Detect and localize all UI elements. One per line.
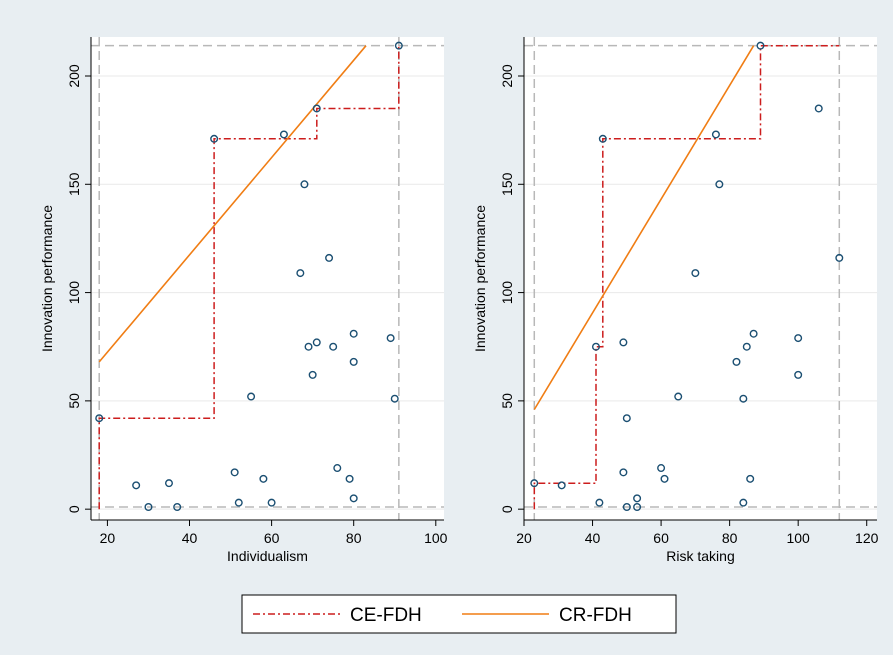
data-point [333, 464, 342, 473]
data-point [660, 474, 669, 483]
data-point [386, 334, 395, 343]
data-point [230, 468, 239, 477]
data-point [732, 357, 741, 366]
ce-fdh-line [98, 45, 400, 510]
ce-fdh-line [533, 44, 840, 510]
x-axis-title: Individualism [227, 548, 308, 564]
data-point [619, 338, 628, 347]
data-point [622, 503, 631, 512]
data-point [164, 479, 173, 488]
data-point [739, 498, 748, 507]
data-point [247, 392, 256, 401]
data-point [691, 269, 700, 278]
plot-area [524, 37, 877, 520]
data-point [756, 41, 765, 50]
x-tick-label: 60 [264, 530, 280, 546]
data-point [349, 494, 358, 503]
data-point [312, 338, 321, 347]
data-point [742, 342, 751, 351]
data-point [794, 334, 803, 343]
data-point [95, 414, 104, 423]
data-point [300, 180, 309, 189]
legend-label-2: CR-FDH [559, 605, 632, 626]
y-tick-label: 0 [499, 505, 515, 513]
x-tick-label: 80 [722, 530, 738, 546]
data-point [746, 474, 755, 483]
y-axis-title: Innovation performance [472, 205, 488, 352]
data-point [530, 479, 539, 488]
data-point [390, 394, 399, 403]
legend: CE-FDH CR-FDH [241, 594, 677, 634]
data-point [657, 464, 666, 473]
data-point [794, 370, 803, 379]
y-tick-label: 0 [66, 505, 82, 513]
data-point [173, 503, 182, 512]
y-tick-label: 100 [66, 281, 82, 305]
data-point [132, 481, 141, 490]
data-point [711, 130, 720, 139]
data-point [259, 474, 268, 483]
data-point [633, 494, 642, 503]
plot-area [91, 37, 444, 520]
y-tick-label: 50 [66, 393, 82, 409]
data-point [674, 392, 683, 401]
data-point [349, 357, 358, 366]
y-tick-label: 200 [499, 64, 515, 88]
y-axis-title: Innovation performance [39, 205, 55, 352]
data-point [633, 503, 642, 512]
data-point [739, 394, 748, 403]
data-point [591, 342, 600, 351]
data-point [814, 104, 823, 113]
x-tick-label: 80 [346, 530, 362, 546]
legend-label-1: CE-FDH [350, 605, 422, 626]
data-point [394, 41, 403, 50]
x-tick-label: 100 [786, 530, 810, 546]
data-point [312, 104, 321, 113]
data-point [349, 329, 358, 338]
chart-panel-2: 0 50 100 150 200 20 40 60 80 100 120 Risk taking Inn… [472, 37, 879, 564]
y-tick-label: 150 [499, 172, 515, 196]
y-tick-label: 50 [499, 393, 515, 409]
data-point [267, 498, 276, 507]
data-point [622, 414, 631, 423]
data-point [345, 474, 354, 483]
data-point [296, 269, 305, 278]
x-tick-label: 20 [516, 530, 532, 546]
x-tick-label: 40 [182, 530, 198, 546]
data-point [234, 498, 243, 507]
data-point [144, 503, 153, 512]
x-tick-label: 60 [653, 530, 669, 546]
x-tick-label: 100 [424, 530, 448, 546]
cr-fdh-line [98, 45, 367, 363]
data-point [304, 342, 313, 351]
x-tick-label: 120 [855, 530, 879, 546]
chart-panel-1: 0 50 100 150 200 20 40 60 80 100 Individualism Inno… [39, 37, 448, 564]
x-tick-label: 20 [100, 530, 116, 546]
data-point [619, 468, 628, 477]
data-point [715, 180, 724, 189]
data-point [325, 253, 334, 262]
cr-fdh-line [533, 45, 755, 410]
data-point [210, 134, 219, 143]
data-point [749, 329, 758, 338]
x-axis-title: Risk taking [666, 548, 734, 564]
data-point [329, 342, 338, 351]
data-point [308, 370, 317, 379]
y-tick-label: 100 [499, 281, 515, 305]
data-point [557, 481, 566, 490]
data-point [279, 130, 288, 139]
x-tick-label: 40 [585, 530, 601, 546]
y-tick-label: 200 [66, 64, 82, 88]
data-point [598, 134, 607, 143]
data-point [595, 498, 604, 507]
data-point [835, 253, 844, 262]
y-tick-label: 150 [66, 172, 82, 196]
